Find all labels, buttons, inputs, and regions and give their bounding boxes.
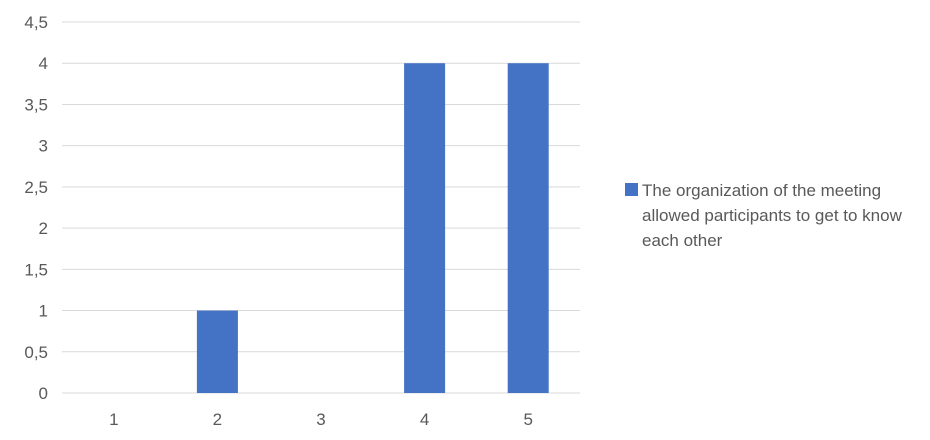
legend: The organization of the meeting allowed … [625,178,925,253]
x-tick-label: 4 [420,410,429,429]
bar [404,63,446,393]
legend-swatch [625,183,638,196]
y-tick-label: 2,5 [24,178,48,197]
y-tick-label: 0 [39,384,48,403]
bar [507,63,549,393]
x-tick-label: 5 [523,410,532,429]
x-tick-label: 3 [316,410,325,429]
y-tick-label: 3,5 [24,95,48,114]
y-tick-label: 3 [39,137,48,156]
y-tick-label: 2 [39,219,48,238]
x-tick-label: 2 [213,410,222,429]
y-tick-label: 0,5 [24,343,48,362]
bar [196,310,238,393]
y-tick-label: 1,5 [24,260,48,279]
y-tick-label: 4,5 [24,13,48,32]
legend-label: The organization of the meeting allowed … [642,181,902,250]
y-tick-label: 1 [39,302,48,321]
y-tick-label: 4 [39,54,48,73]
x-tick-label: 1 [109,410,118,429]
